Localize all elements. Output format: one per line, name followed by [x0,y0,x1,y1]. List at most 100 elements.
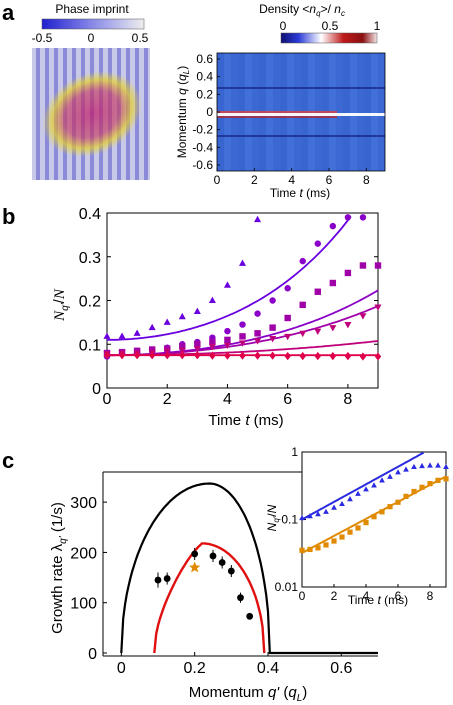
imprint-tick-label: 0.5 [132,31,149,45]
chart-c-xtick-label: 0.4 [257,660,279,677]
chart-b-point [118,351,126,360]
inset-point [395,499,401,505]
inset-point [331,504,337,510]
chart-b-point [238,259,247,266]
chart-b-point [163,318,171,325]
inset-point [403,466,409,472]
chart-b-point [103,351,111,360]
chart-b-point [164,351,171,360]
chart-b-xtick-label: 4 [223,391,232,408]
chart-b-xtick-label: 8 [343,391,352,408]
chart-b-point [254,338,262,345]
chart-c-inset: 1 0.1 0.010 2 4 6 8 [275,445,449,603]
density-colorbar-title: Density <nq>/ nc [259,2,345,18]
inset-ytick-label: 1 [291,445,298,459]
chart-c-xlabel: Momentum q' (qL) [189,684,308,704]
chart-b-point [269,351,276,360]
chart-b-point [299,351,306,361]
density-colorbar [280,32,378,44]
chart-b-point [314,240,321,247]
chart-b-point [254,215,262,223]
chart-b-point [344,214,352,221]
chart-c-xtick-label: 0.2 [184,660,206,677]
density-axes: 0.60.40.20-0.2-0.4-0.60 2 4 6 8 [192,52,370,187]
chart-b-ytick-label: 0.3 [79,250,101,267]
chart-c-point [191,550,199,558]
inset-point [411,463,417,470]
chart-c-point [237,594,244,602]
chart-b-fit-line [107,305,379,357]
chart-b-point [239,351,246,360]
chart-b-ytick-label: 0.4 [79,206,101,223]
chart-b-point [179,351,186,360]
inset-point [427,481,433,487]
chart-b-point [299,257,306,265]
inset-point [323,508,329,514]
chart-b-point [359,214,367,221]
panel-label-c: c [2,448,14,473]
chart-b-point [178,347,186,355]
density-heatmap [216,52,386,172]
imprint-tick-label: -0.5 [32,31,53,45]
chart-b-point [344,351,352,361]
inset-point [379,477,385,483]
inset-point [315,511,321,517]
chart-b-point [359,352,367,361]
chart-b-point [239,333,246,340]
chart-b-point [284,285,291,292]
chart-c-ytick-label: 300 [70,495,97,512]
inset-xtick-label: 4 [363,589,370,603]
inset-point [363,519,369,526]
chart-b-point [209,351,216,360]
chart-b-point [179,343,186,350]
chart-c-black-curve [120,482,378,655]
chart-b-point [118,332,126,339]
inset-point [347,496,353,502]
chart-b-point [314,351,321,361]
inset-point [299,547,305,553]
chart-c-ylabel: Growth rate λq' (1/s) [49,502,69,634]
chart-b-point [374,352,382,361]
chart-b-point [133,329,141,336]
chart-c-ytick-label: 100 [70,596,97,613]
inset-point [411,488,417,495]
chart-b: 0 0.1 0.2 0.3 0.4 0 2 4 6 8 [79,206,382,408]
chart-b-point [224,336,231,344]
inset-point [339,500,345,507]
inset-point [339,534,345,540]
inset-point [355,525,361,531]
density-ytick-label: -0.2 [192,123,213,137]
density-tick-label: 1 [374,19,381,33]
chart-b-point [284,314,291,322]
chart-c-point [218,559,226,566]
density-xtick-label: 4 [288,173,295,187]
chart-b-point [254,330,261,337]
chart-b-frame [106,212,379,389]
chart-b-point [329,222,337,230]
imprint-colorbar [41,18,145,30]
inset-point [315,545,321,551]
chart-b-point [269,336,277,343]
density-ylabel: Momentum q (qL) [175,66,191,159]
density-xtick-label: 8 [363,173,370,187]
chart-b-point [223,281,231,288]
inset-point [307,546,313,553]
chart-b-point [344,322,352,329]
inset-point [371,482,377,488]
chart-c-point [163,575,171,582]
density-ytick-label: -0.6 [192,158,213,172]
panel-label-a: a [2,0,15,25]
inset-ytick-label: 0.1 [281,513,298,527]
chart-b-point [299,330,307,338]
chart-b-point [193,307,201,314]
inset-point [387,473,393,479]
chart-b-point [148,351,156,360]
chart-b-point [209,338,216,346]
chart-b-point [208,343,216,351]
inset-xtick-label: 6 [395,589,402,603]
chart-b-ytick-label: 0.1 [79,337,101,354]
inset-xtick-label: 2 [331,589,338,603]
chart-b-point [254,351,261,360]
chart-b-point [359,262,367,269]
inset-point [379,509,385,515]
